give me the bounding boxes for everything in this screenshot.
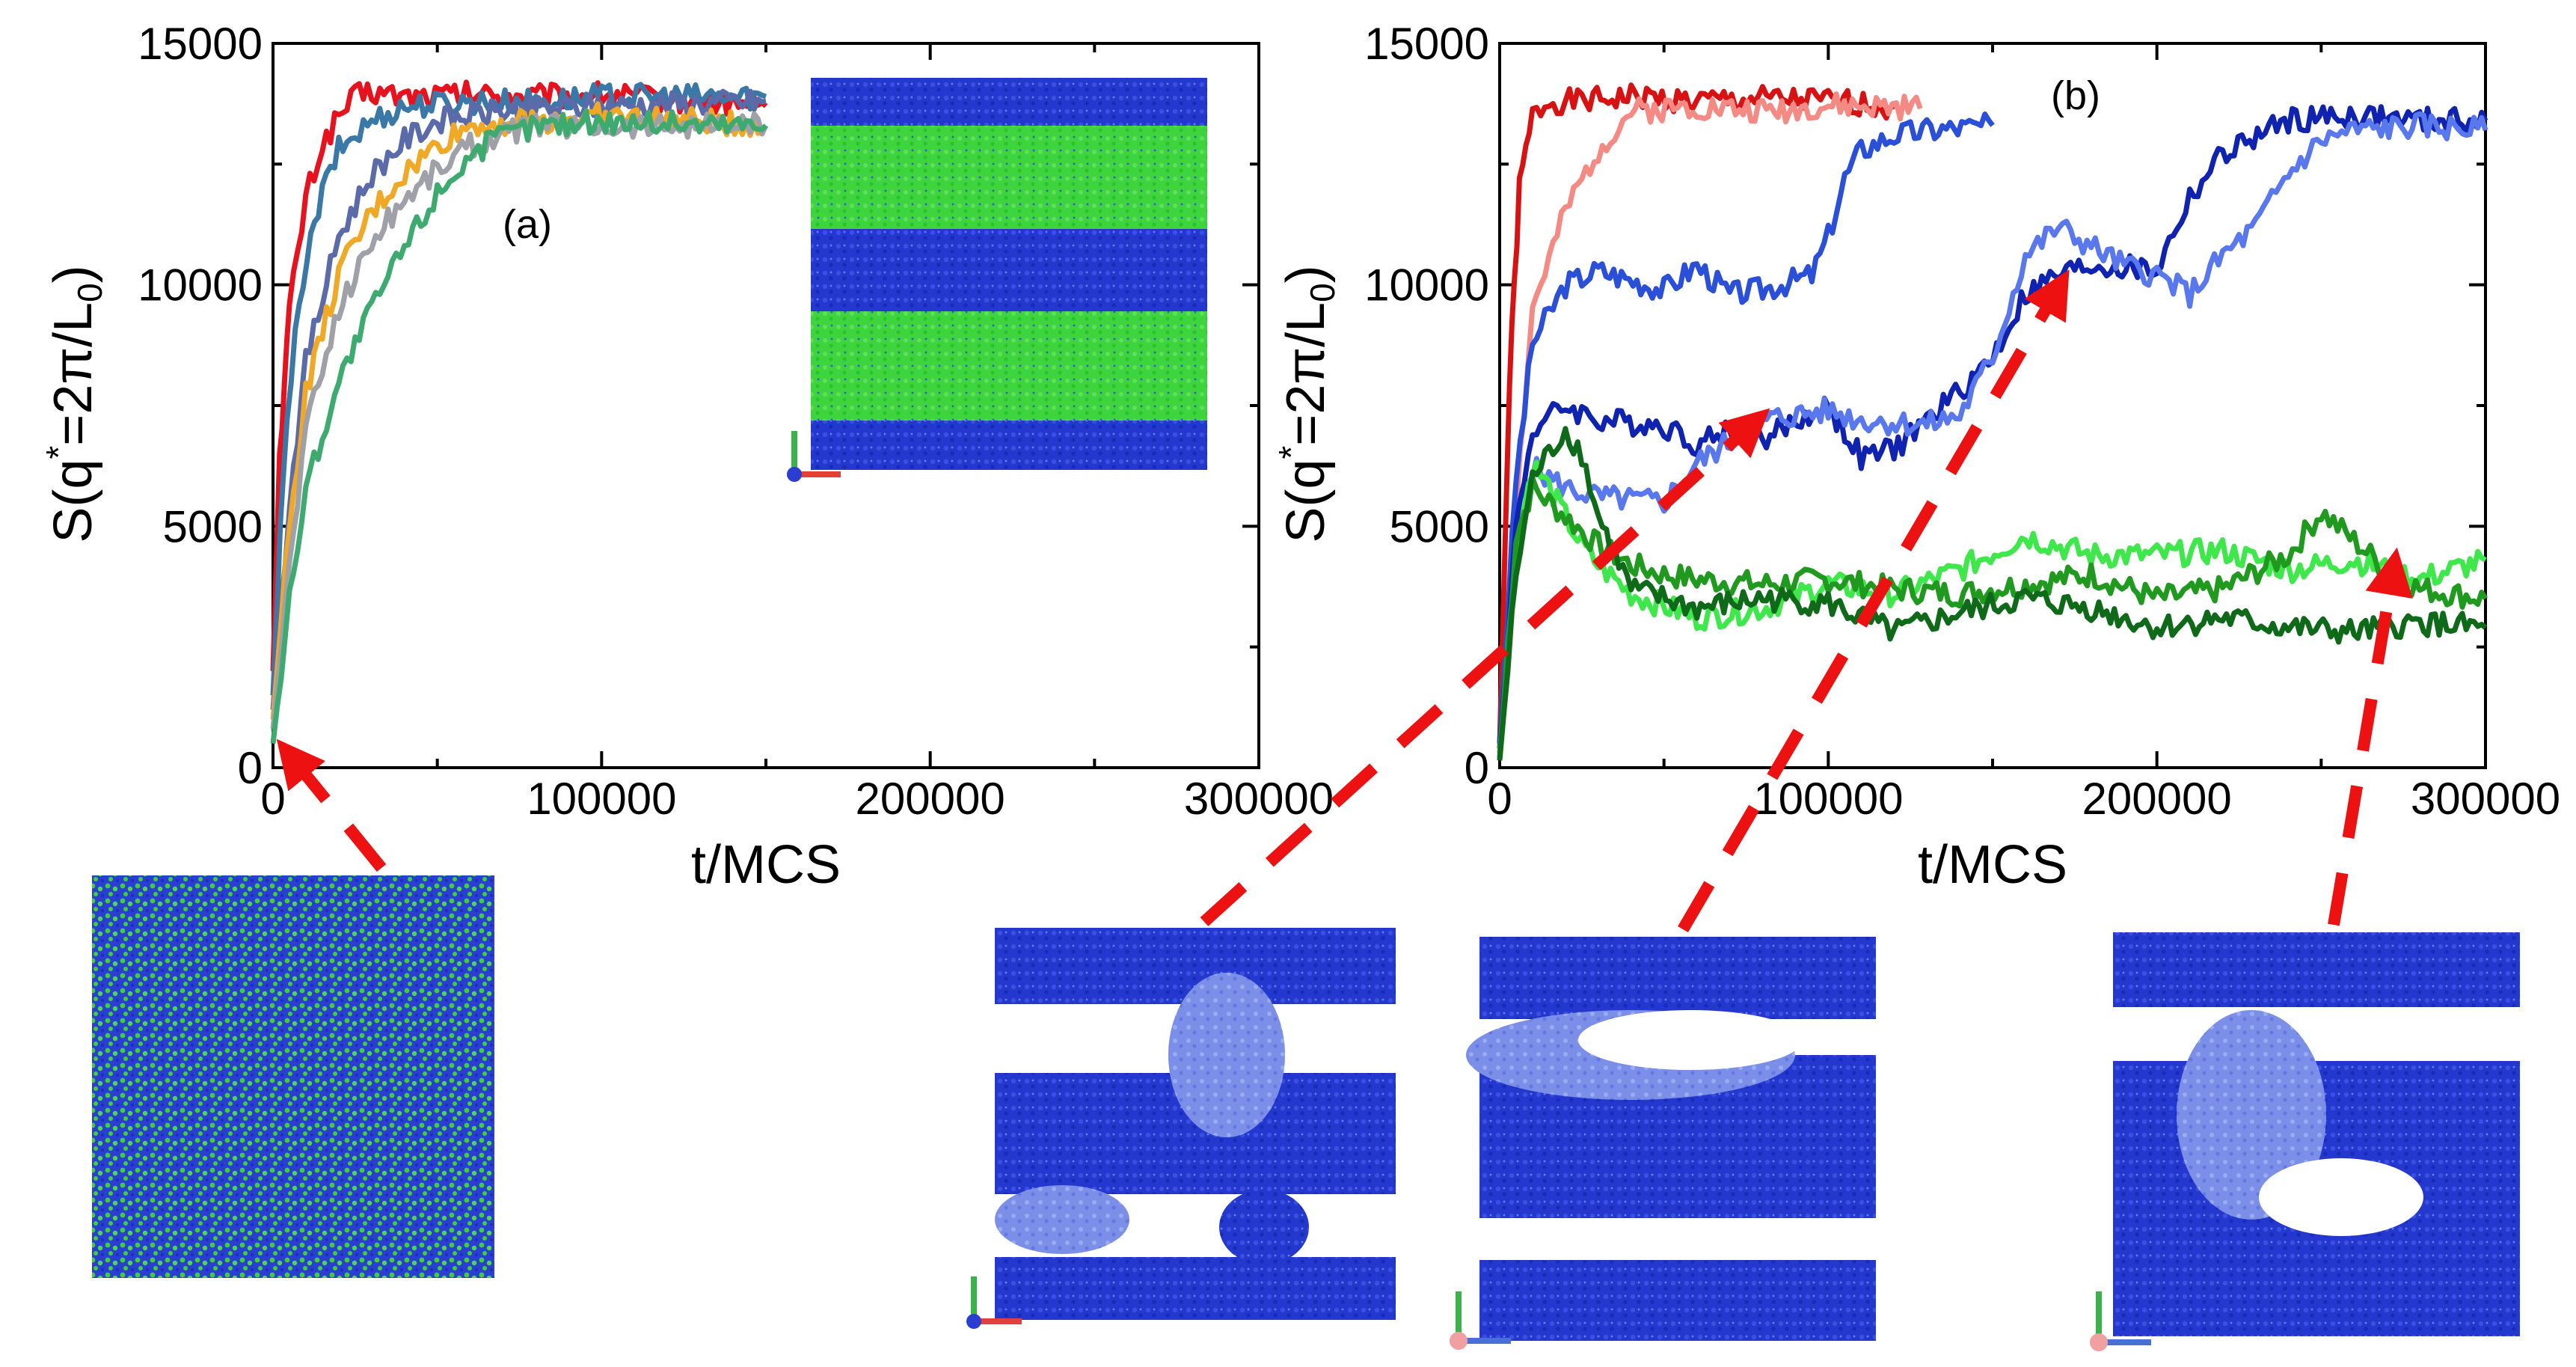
series-line-red bbox=[270, 79, 768, 672]
series-line-green bbox=[270, 108, 768, 744]
panel-a-ylabel-sub: 0 bbox=[70, 283, 109, 302]
panel-a-chart: 0 100000 200000 300000 0 5000 10000 15000 (a) t… bbox=[39, 19, 1334, 895]
snapshot-b3-gap-top bbox=[2113, 1007, 2520, 1061]
series-line-cornflower bbox=[1497, 111, 2488, 753]
series-line-dark-red bbox=[1497, 82, 1895, 744]
series-line-salmon bbox=[1497, 91, 1923, 749]
panel-b-chart: 0 100000 200000 300000 0 5000 10000 15000 (b) t… bbox=[1272, 19, 2560, 895]
series-line-orange bbox=[270, 101, 768, 720]
triad-z-axis bbox=[966, 1314, 981, 1329]
arrow-snapshot-b3 bbox=[2328, 547, 2413, 926]
panel-b-plot-frame bbox=[1498, 42, 2487, 769]
y-tick-label: 10000 bbox=[1364, 260, 1489, 311]
snapshot-b3 bbox=[2090, 932, 2520, 1351]
arrow-disordered-to-origin bbox=[276, 738, 387, 872]
x-tick-label: 100000 bbox=[1753, 774, 1903, 824]
series-line-navy bbox=[1497, 104, 2488, 749]
snapshot-b1-blue-island bbox=[1219, 1190, 1309, 1264]
x-tick-label: 100000 bbox=[527, 774, 676, 824]
snapshot-b1-bridge bbox=[1168, 973, 1285, 1137]
panel-a-axes: 0 100000 200000 300000 0 5000 10000 15000 bbox=[138, 19, 1334, 824]
snapshot-b2-axis-triad bbox=[1450, 1291, 1511, 1350]
y-tick-label: 5000 bbox=[1390, 501, 1489, 551]
y-tick-label: 15000 bbox=[138, 19, 263, 69]
panel-a-series bbox=[270, 79, 769, 744]
x-tick-label: 0 bbox=[260, 774, 285, 824]
y-tick-label: 0 bbox=[238, 743, 263, 793]
inset-green-stripe-bottom bbox=[811, 311, 1207, 421]
series-line-bright-green bbox=[1497, 459, 2487, 759]
y-tick-label: 5000 bbox=[163, 501, 263, 551]
panel-a-ylabel-sup: * bbox=[39, 446, 78, 459]
panel-a-label: (a) bbox=[503, 202, 552, 247]
panel-b-label: (b) bbox=[2051, 73, 2100, 118]
panel-b-ylabel-mid: =2π/L bbox=[1276, 302, 1336, 446]
y-tick-label: 15000 bbox=[1364, 19, 1489, 69]
inset-axis-triad bbox=[787, 431, 841, 482]
snapshot-b3-hole bbox=[2259, 1158, 2423, 1236]
series-line-slate bbox=[270, 88, 767, 710]
triad-z-axis bbox=[787, 467, 802, 482]
inset-lamellar-snapshot bbox=[787, 78, 1207, 482]
triad-origin bbox=[1450, 1332, 1468, 1350]
snapshot-b2-gap-bottom bbox=[1479, 1218, 1876, 1260]
snapshot-disordered bbox=[92, 875, 494, 1278]
panel-b-ylabel-sub: 0 bbox=[1303, 283, 1342, 302]
y-tick-label: 0 bbox=[1465, 743, 1489, 793]
x-tick-label: 200000 bbox=[856, 774, 1005, 824]
panel-a-ylabel-mid: =2π/L bbox=[43, 302, 103, 446]
panel-a-ylabel-end: ) bbox=[43, 265, 103, 283]
inset-green-stripe-top bbox=[811, 126, 1207, 229]
snapshot-b1-light-patch bbox=[995, 1185, 1129, 1254]
panel-b-xlabel: t/MCS bbox=[1918, 835, 2067, 895]
snapshot-b2-hole bbox=[1578, 1010, 1803, 1070]
annotation-arrows bbox=[276, 269, 2413, 933]
snapshot-b3-axis-triad bbox=[2090, 1291, 2151, 1351]
series-line-royal-blue bbox=[1497, 111, 1995, 744]
series-line-dark-green bbox=[1497, 426, 2488, 761]
series-line-medium-green bbox=[1497, 475, 2488, 759]
snapshot-b1-axis-triad bbox=[966, 1276, 1022, 1329]
panel-b-axes: 0 100000 200000 300000 0 5000 10000 15000 bbox=[1364, 19, 2560, 824]
x-tick-label: 0 bbox=[1487, 774, 1512, 824]
panel-b-ylabel: S(q*=2π/L0) bbox=[1272, 265, 1342, 542]
x-tick-label: 300000 bbox=[1184, 774, 1334, 824]
panel-a-xlabel: t/MCS bbox=[691, 835, 841, 895]
x-tick-label: 300000 bbox=[2411, 774, 2560, 824]
panel-b-ylabel-end: ) bbox=[1276, 265, 1336, 283]
panel-b-ylabel-s: S(q bbox=[1276, 459, 1336, 543]
panel-a-ylabel: S(q*=2π/L0) bbox=[39, 265, 109, 542]
series-line-steel-blue bbox=[270, 82, 767, 696]
y-tick-label: 10000 bbox=[138, 260, 263, 311]
snapshot-b1 bbox=[966, 928, 1396, 1329]
snapshot-b2 bbox=[1450, 937, 1876, 1350]
panel-a-ylabel-s: S(q bbox=[43, 459, 103, 543]
panel-b-ylabel-sup: * bbox=[1272, 446, 1310, 459]
x-tick-label: 200000 bbox=[2082, 774, 2232, 824]
snapshot-b2-background bbox=[1479, 937, 1876, 1341]
arrow-snapshot-b1 bbox=[1200, 408, 1770, 926]
arrow-snapshot-b2 bbox=[1678, 269, 2070, 933]
triad-origin bbox=[2090, 1333, 2108, 1351]
panel-b-series bbox=[1497, 82, 2488, 761]
